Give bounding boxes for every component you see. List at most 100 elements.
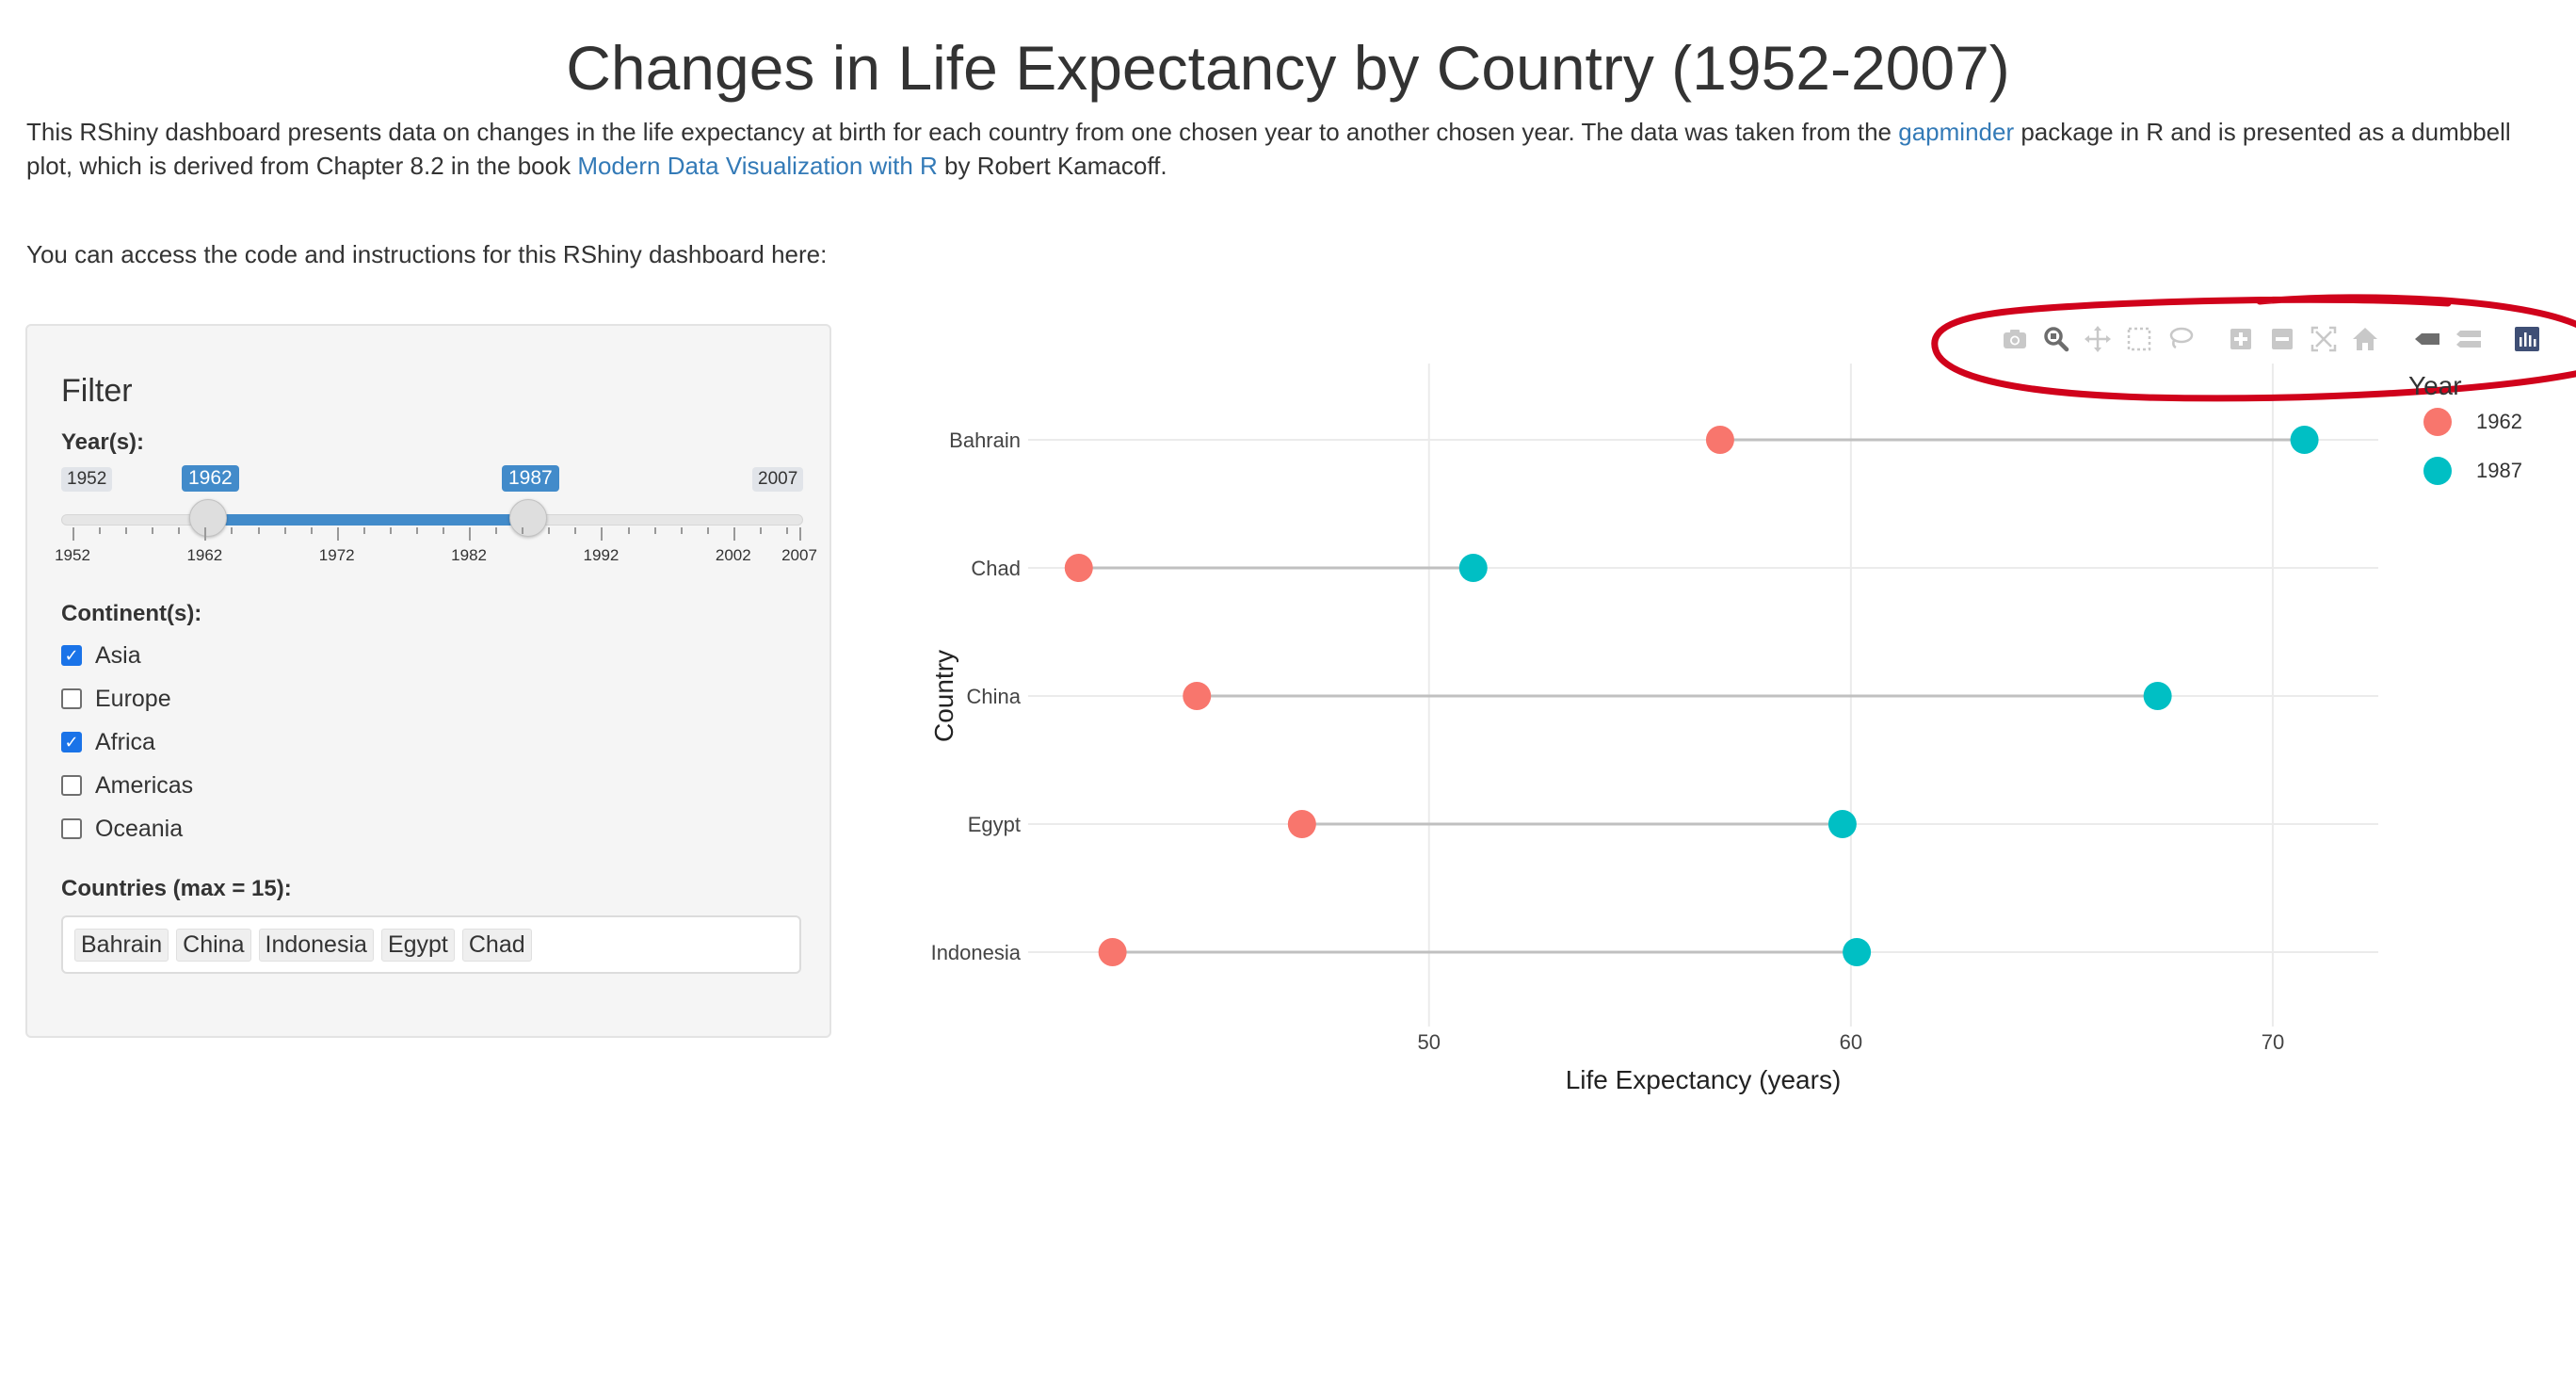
slider-tick <box>125 527 128 534</box>
year-slider-to-handle[interactable] <box>509 499 547 537</box>
continent-label: Africa <box>95 728 155 755</box>
camera-icon[interactable] <box>2000 324 2034 358</box>
slider-tick <box>72 527 74 541</box>
zoom-in-icon[interactable] <box>2226 324 2260 358</box>
slider-tick <box>283 527 286 534</box>
x-tick-label: 50 <box>1417 1030 1440 1054</box>
checkbox-europe[interactable] <box>61 688 82 709</box>
x-tick-label: 70 <box>2262 1030 2284 1054</box>
pan-icon[interactable] <box>2083 324 2117 358</box>
zoom-out-icon[interactable] <box>2267 324 2301 358</box>
continent-label: Americas <box>95 771 194 799</box>
continent-label: Oceania <box>95 815 184 842</box>
country-chip[interactable]: Bahrain <box>74 928 169 962</box>
data-point <box>1827 810 1857 838</box>
y-tick-label: Chad <box>971 557 1021 580</box>
slider-tick <box>799 527 801 541</box>
countries-select-input[interactable]: Bahrain China Indonesia Egypt Chad <box>61 915 801 974</box>
year-slider-range-bar[interactable] <box>208 514 528 526</box>
data-point <box>2290 426 2319 454</box>
access-text: You can access the code and instructions… <box>26 240 828 268</box>
slider-from-label: 1962 <box>182 465 239 492</box>
hover-compare-icon[interactable] <box>2454 324 2487 358</box>
intro-text-part: package in R and is presented as a dumbb… <box>26 118 2511 180</box>
checkbox-americas[interactable] <box>61 775 82 796</box>
slider-tick <box>469 527 472 541</box>
continent-label: Asia <box>95 641 141 669</box>
years-label: Year(s): <box>61 429 145 455</box>
continent-option-africa[interactable]: ✓ Africa <box>61 727 155 757</box>
continent-option-oceania[interactable]: Oceania <box>61 814 183 844</box>
slider-min-label: 1952 <box>61 467 113 492</box>
checkbox-oceania[interactable] <box>61 818 82 839</box>
continent-option-europe[interactable]: Europe <box>61 684 171 714</box>
slider-tick <box>204 527 207 541</box>
gapminder-link[interactable]: gapminder <box>1898 118 2015 146</box>
lasso-select-icon[interactable] <box>2165 324 2199 358</box>
y-tick-label: Indonesia <box>931 941 1022 964</box>
zoom-icon[interactable] <box>2041 324 2075 358</box>
continent-option-asia[interactable]: ✓ Asia <box>61 640 141 671</box>
hover-closest-icon[interactable] <box>2412 324 2446 358</box>
data-point <box>1287 810 1316 838</box>
legend-marker <box>2423 457 2452 485</box>
checkbox-africa[interactable]: ✓ <box>61 732 82 752</box>
legend-item-1962[interactable]: 1962 <box>2423 405 2522 439</box>
country-chip[interactable]: China <box>176 928 251 962</box>
continent-option-americas[interactable]: Americas <box>61 770 193 801</box>
countries-label: Countries (max = 15): <box>61 876 292 901</box>
data-point <box>1183 682 1212 710</box>
autoscale-icon[interactable] <box>2309 324 2343 358</box>
data-point <box>1458 554 1488 582</box>
x-axis-title: Life Expectancy (years) <box>1566 1065 1842 1094</box>
legend-item-1987[interactable]: 1987 <box>2423 454 2522 488</box>
country-chip[interactable]: Indonesia <box>258 928 374 962</box>
slider-tick <box>785 527 788 534</box>
y-tick-label: Egypt <box>968 813 1021 836</box>
legend-title: Year <box>2408 371 2462 400</box>
page-title: Changes in Life Expectancy by Country (1… <box>566 33 2010 103</box>
slider-tick <box>733 527 735 541</box>
slider-tick <box>601 527 604 541</box>
slider-tick <box>231 527 233 534</box>
slider-tick-label: 1962 <box>186 546 223 564</box>
slider-tick-label: 2002 <box>715 546 751 564</box>
slider-tick <box>257 527 260 534</box>
plotly-logo-icon[interactable] <box>2512 324 2546 358</box>
slider-tick <box>522 527 524 534</box>
slider-tick <box>443 527 445 534</box>
checkbox-asia[interactable]: ✓ <box>61 645 82 666</box>
continent-label: Europe <box>95 685 171 712</box>
slider-tick-label: 1952 <box>55 546 90 564</box>
slider-tick <box>759 527 762 534</box>
box-select-icon[interactable] <box>2124 324 2158 358</box>
slider-tick <box>706 527 709 534</box>
data-point <box>1705 426 1734 454</box>
slider-tick <box>152 527 154 534</box>
slider-tick-label: 1982 <box>451 546 487 564</box>
slider-tick-label: 1972 <box>318 546 355 564</box>
filter-panel: Filter Year(s): 1952 2007 1962 1987 1952… <box>25 324 831 1038</box>
slider-tick <box>548 527 551 534</box>
slider-tick <box>495 527 498 534</box>
book-link[interactable]: Modern Data Visualization with R <box>577 152 938 180</box>
y-tick-label: Bahrain <box>949 429 1021 452</box>
country-chip[interactable]: Chad <box>461 928 532 962</box>
data-point <box>1843 938 1872 966</box>
intro-text: This RShiny dashboard presents data on c… <box>26 115 2550 183</box>
reset-axes-icon[interactable] <box>2350 324 2384 358</box>
continents-label: Continent(s): <box>61 601 202 626</box>
slider-to-label: 1987 <box>502 465 559 492</box>
y-tick-label: China <box>967 685 1022 708</box>
legend-label: 1962 <box>2476 410 2522 433</box>
year-slider-from-handle[interactable] <box>189 499 227 537</box>
slider-tick <box>680 527 683 534</box>
data-point <box>1098 938 1127 966</box>
slider-tick <box>574 527 577 534</box>
country-chip[interactable]: Egypt <box>380 928 455 962</box>
slider-max-label: 2007 <box>752 467 804 492</box>
slider-tick <box>415 527 418 534</box>
slider-tick <box>627 527 630 534</box>
y-axis-title: Country <box>929 650 958 742</box>
